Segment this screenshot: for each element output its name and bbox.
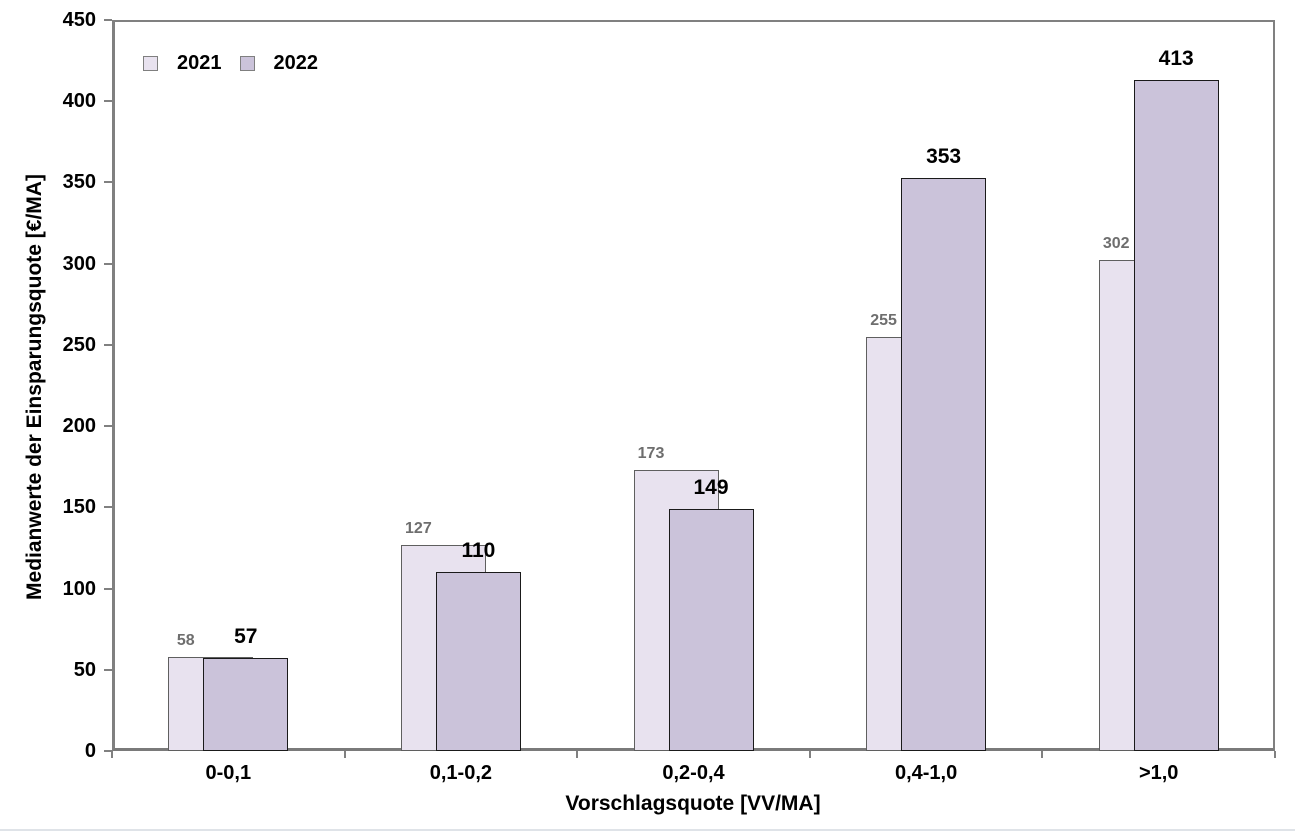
- y-axis-title: Medianwerte der Einsparungsquote [€/MA]: [23, 174, 46, 600]
- y-tick-label: 100: [62, 577, 96, 600]
- bar-2022-0,2-0,4: [668, 508, 754, 751]
- y-tick-mark: [104, 506, 112, 509]
- bar-value-label-2022: 353: [926, 144, 962, 168]
- y-tick-mark: [104, 750, 112, 752]
- x-tick-mark: [808, 751, 811, 758]
- y-tick-label: 400: [62, 90, 96, 113]
- legend-item-2021: 2021: [143, 52, 222, 75]
- y-tick-mark: [104, 668, 112, 671]
- y-tick-mark: [104, 262, 112, 265]
- category-label: 0,1-0,2: [429, 762, 493, 784]
- y-tick-label: 450: [62, 9, 96, 31]
- y-tick-mark: [104, 425, 112, 428]
- x-tick-mark: [576, 751, 579, 758]
- x-tick-mark: [1041, 751, 1044, 758]
- legend-label-2021: 2021: [177, 52, 222, 74]
- x-tick-mark: [343, 751, 346, 758]
- y-tick-label: 150: [62, 496, 96, 519]
- legend-label-2022: 2022: [273, 52, 319, 74]
- bottom-divider-line: [0, 829, 1295, 831]
- bar-value-label-2021: 173: [637, 444, 665, 462]
- legend-swatch-2022: [239, 56, 255, 71]
- y-tick-label: 350: [62, 171, 96, 194]
- bar-value-label-2022: 149: [693, 475, 729, 499]
- legend: 2021 2022: [143, 52, 318, 75]
- bar-value-label-2022: 413: [1158, 47, 1194, 71]
- category-label: 0-0,1: [205, 762, 252, 784]
- bar-value-label-2021: 302: [1102, 235, 1130, 253]
- x-axis-title: Vorschlagsquote [VV/MA]: [565, 792, 821, 815]
- y-tick-mark: [104, 587, 112, 590]
- category-label: 0,4-1,0: [894, 762, 958, 784]
- x-tick-mark: [111, 751, 113, 758]
- y-tick-mark: [104, 181, 112, 184]
- y-tick-mark: [104, 19, 112, 21]
- legend-swatch-2021: [143, 56, 158, 71]
- y-tick-label: 50: [73, 658, 96, 681]
- x-tick-mark: [1274, 751, 1276, 758]
- y-tick-label: 200: [62, 415, 96, 438]
- y-tick-label: 250: [62, 333, 96, 356]
- bar-value-label-2021: 255: [870, 311, 897, 329]
- category-label: >1,0: [1138, 762, 1179, 784]
- bar-value-label-2021: 127: [405, 519, 432, 537]
- bar-value-label-2022: 110: [461, 539, 496, 563]
- bar-value-label-2021: 58: [176, 631, 195, 649]
- bar-value-label-2022: 57: [234, 625, 258, 649]
- bar-2022-0,1-0,2: [435, 572, 521, 751]
- bar-2022-0,4-1,0: [901, 177, 987, 751]
- y-tick-label: 300: [62, 252, 96, 275]
- legend-item-2022: 2022: [239, 52, 319, 75]
- category-label: 0,2-0,4: [662, 762, 725, 784]
- y-tick-mark: [104, 343, 112, 346]
- bar-2022->1,0: [1133, 80, 1219, 751]
- bar-2022-0-0,1: [203, 658, 289, 751]
- y-tick-mark: [104, 100, 112, 103]
- y-tick-label: 0: [84, 740, 96, 762]
